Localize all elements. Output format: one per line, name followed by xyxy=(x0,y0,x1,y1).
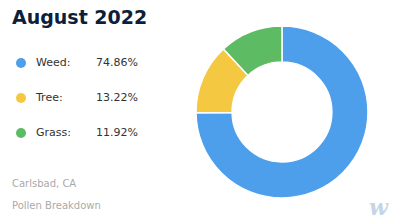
chart-svg: August 2022 Weed: 74.86% Tree: 13.22% Grass: 1… xyxy=(0,0,400,224)
title: August 2022 xyxy=(12,6,147,28)
legend-swatch xyxy=(16,128,26,138)
legend-value: 13.22% xyxy=(96,91,138,104)
legend-label: Grass: xyxy=(36,126,71,139)
subtitle: Carlsbad, CA xyxy=(12,178,76,189)
legend-label: Tree: xyxy=(35,91,63,104)
slice xyxy=(223,26,282,75)
watermark: w xyxy=(369,194,389,220)
legend: Weed: 74.86% Tree: 13.22% Grass: 11.92% xyxy=(16,56,138,139)
legend-swatch xyxy=(16,58,26,68)
legend-value: 11.92% xyxy=(96,126,138,139)
donut xyxy=(196,26,368,198)
legend-swatch xyxy=(16,93,26,103)
chart-container: August 2022 Weed: 74.86% Tree: 13.22% Grass: 1… xyxy=(0,0,400,224)
slice xyxy=(196,26,368,198)
legend-value: 74.86% xyxy=(96,56,138,69)
subtitle: Pollen Breakdown xyxy=(12,200,101,211)
legend-label: Weed: xyxy=(36,56,70,69)
